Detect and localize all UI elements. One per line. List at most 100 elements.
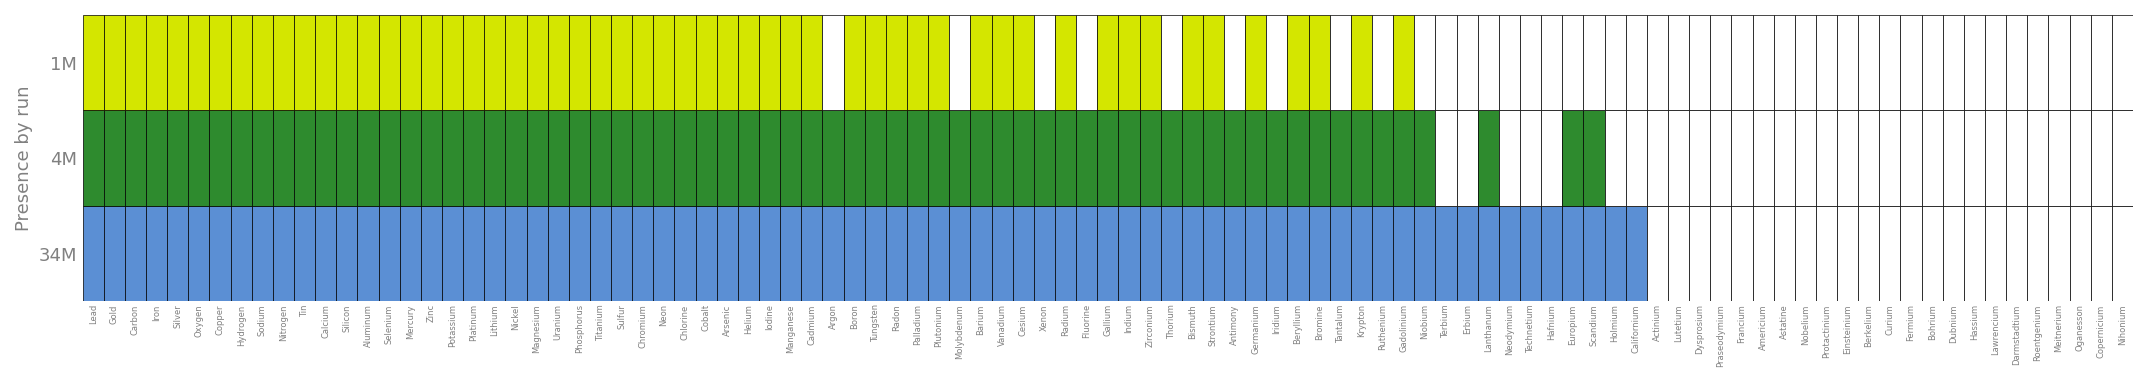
Bar	[316, 206, 337, 301]
Bar	[273, 206, 294, 301]
Bar	[653, 206, 674, 301]
Bar	[1710, 110, 1731, 206]
Bar	[1435, 206, 1456, 301]
Bar	[1224, 15, 1246, 110]
Bar	[337, 206, 357, 301]
Bar	[1669, 206, 1688, 301]
Bar	[1901, 110, 1922, 206]
Bar	[591, 206, 610, 301]
Bar	[1669, 15, 1688, 110]
Bar	[674, 206, 696, 301]
Bar	[1669, 110, 1688, 206]
Bar	[823, 15, 844, 110]
Bar	[1605, 206, 1626, 301]
Bar	[2090, 206, 2111, 301]
Bar	[1688, 110, 1710, 206]
Bar	[1963, 206, 1985, 301]
Bar	[971, 110, 992, 206]
Bar	[1922, 15, 1942, 110]
Bar	[1626, 206, 1648, 301]
Bar	[1160, 110, 1181, 206]
Bar	[230, 110, 251, 206]
Bar	[1837, 110, 1858, 206]
Bar	[103, 206, 125, 301]
Bar	[1203, 206, 1224, 301]
Bar	[1160, 206, 1181, 301]
Bar	[189, 206, 211, 301]
Bar	[294, 206, 316, 301]
Bar	[1605, 110, 1626, 206]
Bar	[1330, 206, 1351, 301]
Bar	[1351, 206, 1373, 301]
Bar	[1901, 206, 1922, 301]
Bar	[1880, 206, 1901, 301]
Bar	[1562, 206, 1583, 301]
Bar	[82, 110, 103, 206]
Bar	[1138, 110, 1160, 206]
Bar	[632, 110, 653, 206]
Bar	[1287, 206, 1308, 301]
Bar	[526, 206, 548, 301]
Bar	[2049, 110, 2069, 206]
Bar	[548, 206, 569, 301]
Bar	[2111, 206, 2133, 301]
Bar	[1922, 206, 1942, 301]
Bar	[1373, 206, 1394, 301]
Bar	[1033, 110, 1055, 206]
Bar	[739, 110, 758, 206]
Bar	[1583, 110, 1605, 206]
Bar	[569, 15, 591, 110]
Bar	[1521, 206, 1540, 301]
Bar	[1858, 206, 1880, 301]
Bar	[1012, 110, 1033, 206]
Bar	[1521, 15, 1540, 110]
Bar	[866, 15, 885, 110]
Bar	[337, 110, 357, 206]
Bar	[1731, 206, 1753, 301]
Bar	[82, 15, 103, 110]
Bar	[421, 110, 442, 206]
Bar	[1478, 206, 1499, 301]
Bar	[1181, 206, 1203, 301]
Bar	[1626, 110, 1648, 206]
Bar	[103, 110, 125, 206]
Bar	[717, 110, 739, 206]
Bar	[844, 206, 866, 301]
Bar	[1394, 206, 1413, 301]
Bar	[949, 110, 971, 206]
Bar	[1478, 110, 1499, 206]
Bar	[357, 15, 378, 110]
Bar	[1648, 206, 1669, 301]
Bar	[464, 110, 483, 206]
Bar	[125, 110, 146, 206]
Bar	[1942, 206, 1963, 301]
Bar	[146, 206, 168, 301]
Bar	[2090, 110, 2111, 206]
Bar	[526, 110, 548, 206]
Bar	[1373, 15, 1394, 110]
Bar	[1858, 110, 1880, 206]
Bar	[1837, 15, 1858, 110]
Bar	[992, 110, 1012, 206]
Bar	[1540, 15, 1562, 110]
Bar	[610, 110, 632, 206]
Bar	[1413, 15, 1435, 110]
Bar	[251, 110, 273, 206]
Bar	[483, 206, 505, 301]
Bar	[1394, 15, 1413, 110]
Bar	[1181, 15, 1203, 110]
Bar	[1710, 206, 1731, 301]
Bar	[1098, 110, 1119, 206]
Bar	[2006, 15, 2028, 110]
Bar	[885, 110, 906, 206]
Bar	[591, 110, 610, 206]
Bar	[906, 15, 928, 110]
Bar	[696, 15, 717, 110]
Bar	[1796, 15, 1815, 110]
Bar	[421, 15, 442, 110]
Bar	[801, 15, 823, 110]
Bar	[1815, 206, 1837, 301]
Bar	[696, 110, 717, 206]
Bar	[1499, 110, 1521, 206]
Bar	[378, 206, 400, 301]
